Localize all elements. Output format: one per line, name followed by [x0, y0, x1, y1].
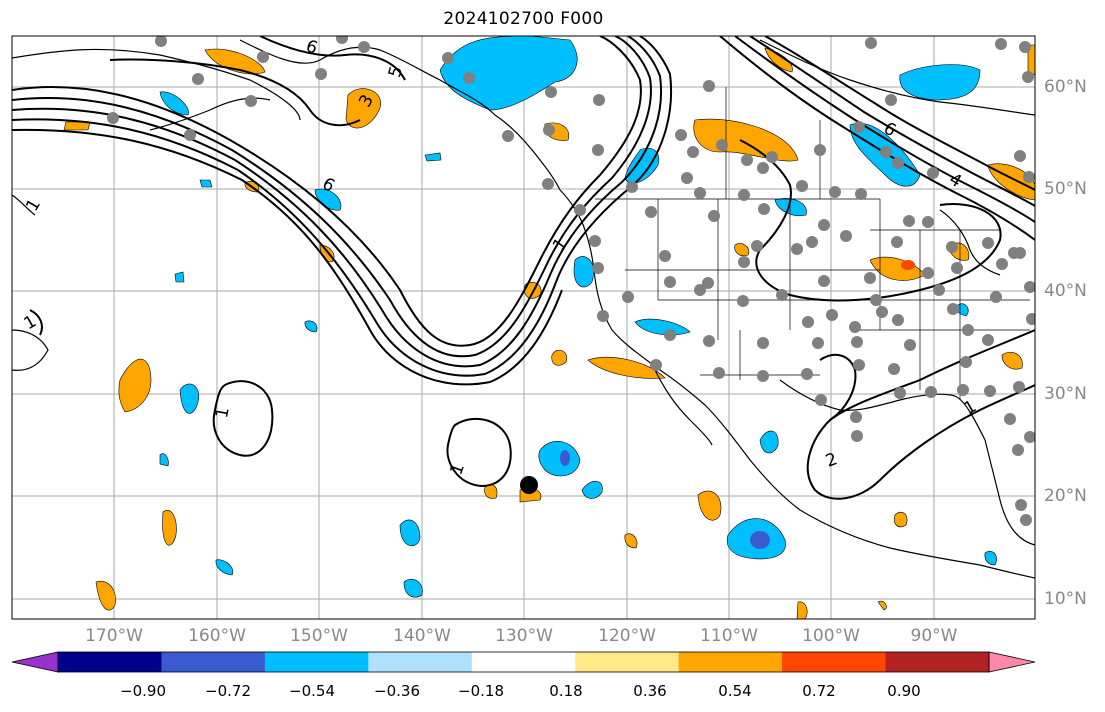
lon-label: 100°W [802, 626, 860, 646]
colorbar-tick-label: −0.18 [458, 682, 504, 700]
map-title: 2024102700 F000 [443, 9, 604, 29]
strong-positive-anomaly [901, 260, 915, 270]
colorbar-extend-min [11, 651, 59, 673]
lat-label: 10°N [1044, 589, 1087, 609]
colorbar-segment [678, 652, 783, 672]
colorbar-tick-label: 0.90 [887, 682, 921, 700]
colorbar-outline [57, 651, 990, 673]
map-frame [11, 35, 1036, 620]
colorbar-segment [161, 652, 266, 672]
lon-label: 160°W [188, 626, 246, 646]
colorbar-segment [471, 652, 576, 672]
colorbar-tick-label: 0.18 [549, 682, 583, 700]
lon-label: 140°W [393, 626, 451, 646]
strong-negative-anomaly [560, 450, 770, 549]
lat-label: 20°N [1044, 486, 1087, 506]
lat-label: 60°N [1044, 77, 1087, 97]
borders [595, 87, 1030, 400]
colorbar-tick-label: −0.54 [289, 682, 335, 700]
coastlines [12, 39, 1035, 579]
map-canvas: 1 1 1 1 1 1 2 3 5 6 6 6 4 [11, 35, 1036, 620]
station-dots [107, 36, 1035, 526]
colorbar-tick-label: 0.72 [802, 682, 836, 700]
colorbar-segment [885, 652, 990, 672]
lon-label: 170°W [85, 626, 143, 646]
colorbar-extend-max [988, 651, 1036, 673]
lon-label: 110°W [700, 626, 758, 646]
colorbar-tick-label: −0.72 [205, 682, 251, 700]
colorbar-segment [58, 652, 162, 672]
lon-label: 130°W [495, 626, 553, 646]
colorbar-segment [575, 652, 680, 672]
contour-label: 5 [385, 64, 407, 80]
contour-lines [12, 36, 1035, 500]
colorbar-segment [264, 652, 369, 672]
lon-label: 120°W [598, 626, 656, 646]
lon-label: 150°W [290, 626, 348, 646]
colorbar-segment [782, 652, 887, 672]
contour-label: 1 [212, 406, 234, 420]
lon-label: 90°W [910, 626, 958, 646]
colorbar-tick-label: −0.90 [120, 682, 166, 700]
lat-label: 40°N [1044, 281, 1087, 301]
colorbar-tick-label: 0.54 [718, 682, 752, 700]
lat-label: 30°N [1044, 384, 1087, 404]
colorbar [11, 651, 1036, 673]
colorbar-tick-label: −0.36 [374, 682, 420, 700]
lat-label: 50°N [1044, 179, 1087, 199]
location-marker [520, 476, 538, 494]
colorbar-segment [368, 652, 473, 672]
colorbar-tick-label: 0.36 [633, 682, 667, 700]
